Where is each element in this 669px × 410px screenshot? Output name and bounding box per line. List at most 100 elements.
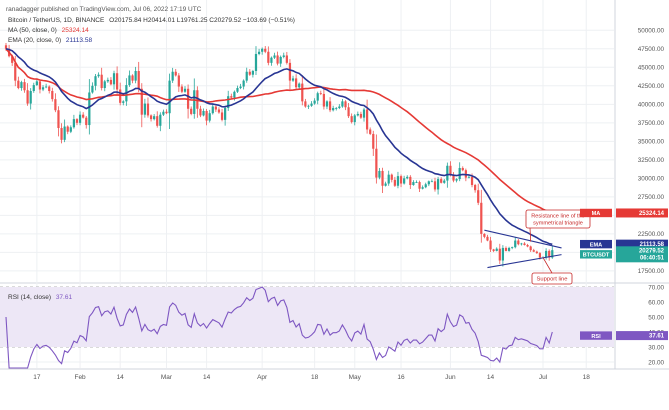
time-tick-label: 17 <box>33 374 41 381</box>
price-tick-label: 32500.00 <box>638 157 665 164</box>
candle-body <box>112 73 116 85</box>
candle-body <box>532 250 535 252</box>
candle-body <box>486 236 489 241</box>
candle-body <box>332 108 335 111</box>
ma-badge-text: 25324.14 <box>639 211 665 217</box>
candle-body <box>362 109 366 118</box>
legend-ema-row[interactable]: EMA (20, close, 0) 21113.58 <box>8 37 92 44</box>
candle-body <box>190 108 193 114</box>
candle-body <box>35 81 38 86</box>
symmetrical-triangle <box>484 229 562 269</box>
time-tick-label: Jul <box>539 374 548 381</box>
candle-body <box>239 86 242 89</box>
candlestick-series[interactable] <box>4 42 554 267</box>
candle-body <box>316 93 319 101</box>
candle-body <box>520 243 523 245</box>
legend-ema-value: 21113.58 <box>65 37 93 44</box>
candle-body <box>4 45 8 49</box>
ma-50-line <box>5 48 553 215</box>
price-tick-label: 40000.00 <box>638 102 665 109</box>
candle-body <box>177 75 180 87</box>
legend-rsi-label: RSI (14, close) <box>8 294 51 301</box>
ma-badge-tag <box>580 208 612 218</box>
candle-body <box>424 184 427 188</box>
legend-rsi-row[interactable]: RSI (14, close) 37.61 <box>8 294 72 301</box>
price-tick-label: 17500.00 <box>638 268 665 275</box>
candle-body <box>100 74 103 89</box>
legend-ema-label: EMA (20, close, 0) <box>8 37 62 44</box>
candle-body <box>511 247 514 249</box>
resistance-callout-leader <box>529 227 532 242</box>
candle-body <box>458 167 461 180</box>
candle-body <box>344 101 347 108</box>
candle-body <box>384 183 387 186</box>
candle-body <box>406 176 409 179</box>
candle-body <box>551 250 554 258</box>
candle-body <box>66 126 69 132</box>
last-price-badge-tag-text: BTCUSDT <box>583 253 610 259</box>
candle-body <box>328 101 332 111</box>
candle-body <box>32 85 35 91</box>
candle-body <box>325 101 329 107</box>
time-tick-label: 14 <box>203 374 211 381</box>
ema-badge-text: 21113.58 <box>640 242 665 248</box>
candle-body <box>224 108 227 120</box>
candle-body <box>128 75 131 86</box>
candle-body <box>17 80 20 89</box>
candle-body <box>369 129 372 134</box>
candle-body <box>298 83 301 88</box>
candle-body <box>474 185 477 191</box>
candle-body <box>205 110 208 121</box>
candle-body <box>180 86 184 92</box>
candle-body <box>483 233 486 237</box>
time-tick-label: Jun <box>445 374 456 381</box>
candle-body <box>529 246 532 251</box>
candle-body <box>248 71 251 75</box>
time-axis[interactable]: 17 Feb 14 Mar 14 Apr 18 May 16 Jun 14 Jul 18 <box>33 374 590 381</box>
rsi-badge-tag <box>580 331 612 340</box>
candle-body <box>257 51 261 54</box>
candle-body <box>517 240 520 245</box>
candle-body <box>433 181 437 190</box>
legend-symbol[interactable]: Bitcoin / TetherUS, 1D, BINANCE <box>8 17 105 24</box>
rsi-badge <box>616 331 668 341</box>
price-tick-label: 50000.00 <box>638 28 665 35</box>
candle-body <box>14 62 17 81</box>
resistance-callout-text: symmetrical triangle <box>533 220 583 226</box>
time-tick-label: May <box>349 374 362 381</box>
candle-body <box>403 178 406 184</box>
candle-body <box>88 92 91 126</box>
last-price-badge-text: 06:40:51 <box>640 255 665 261</box>
candle-body <box>63 126 66 140</box>
candle-body <box>227 96 230 109</box>
candle-body <box>507 247 511 251</box>
candle-body <box>273 55 276 58</box>
candle-body <box>199 108 202 116</box>
candle-body <box>270 57 273 63</box>
candle-body <box>242 80 245 87</box>
candle-body <box>45 86 48 88</box>
candle-body <box>137 71 140 89</box>
candle-body <box>217 109 221 113</box>
legend-rsi-value: 37.61 <box>55 294 73 301</box>
candle-body <box>390 174 393 180</box>
candle-body <box>146 103 150 116</box>
candle-body <box>41 87 45 90</box>
legend-ma-row[interactable]: MA (50, close, 0) 25324.14 <box>8 27 89 34</box>
candle-body <box>359 113 363 118</box>
candle-body <box>159 114 162 126</box>
candle-body <box>211 106 214 114</box>
candle-body <box>165 111 168 114</box>
legend-symbol-row: Bitcoin / TetherUS, 1D, BINANCE O20175.8… <box>8 17 295 24</box>
candle-body <box>501 247 505 261</box>
rsi-band <box>0 287 614 347</box>
legend-ma-label: MA (50, close, 0) <box>8 27 57 34</box>
candle-body <box>470 176 474 186</box>
candle-body <box>264 48 267 52</box>
ema-badge <box>616 239 668 249</box>
support-callout-leader <box>542 257 553 274</box>
candle-body <box>103 81 106 89</box>
